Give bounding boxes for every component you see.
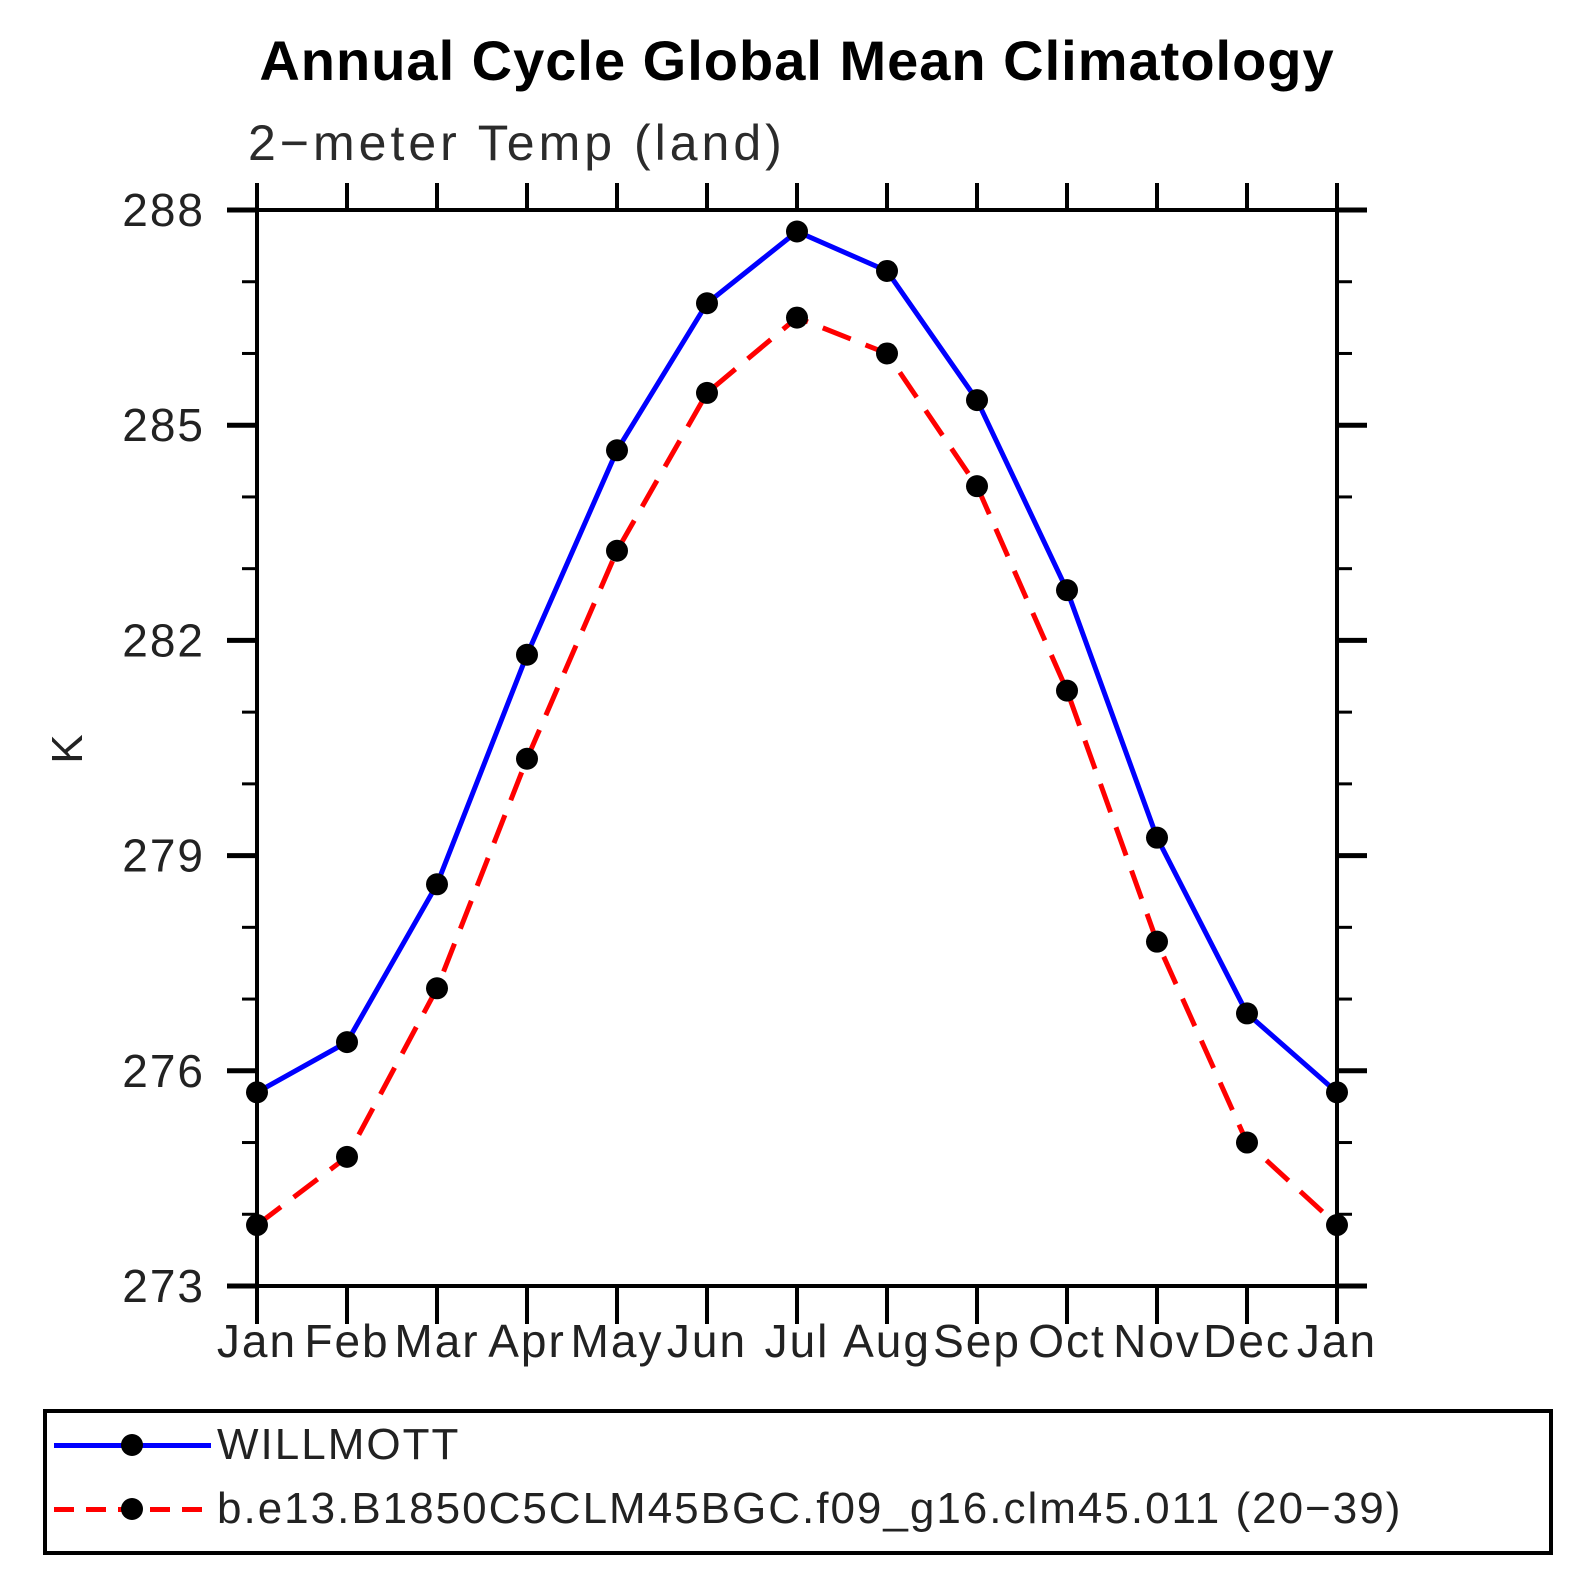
data-point-marker — [516, 747, 538, 770]
x-tick-label: Jan — [1297, 1315, 1377, 1367]
data-point-marker — [966, 475, 988, 498]
data-point-marker — [426, 977, 448, 1000]
data-point-marker — [696, 381, 718, 404]
x-tick-label: Dec — [1203, 1315, 1291, 1367]
legend-item-model: b.e13.B1850C5CLM45BGC.f09_g16.clm45.011 … — [54, 1484, 1402, 1533]
y-tick-label: 282 — [122, 614, 205, 666]
data-point-marker — [606, 439, 628, 462]
data-point-marker — [876, 259, 898, 282]
legend-label: b.e13.B1850C5CLM45BGC.f09_g16.clm45.011 … — [217, 1484, 1403, 1533]
data-point-marker — [876, 342, 898, 365]
data-point-marker — [336, 1145, 358, 1168]
legend: WILLMOTT b.e13.B1850C5CLM45BGC.f09_g16.c… — [43, 1409, 1553, 1555]
data-point-marker — [606, 539, 628, 562]
chart-subtitle: 2−meter Temp (land) — [248, 115, 786, 171]
data-point-marker — [336, 1031, 358, 1054]
series-line-1 — [255, 314, 1339, 1228]
data-point-marker — [246, 1081, 268, 1104]
data-point-marker — [516, 643, 538, 666]
data-point-marker — [786, 220, 808, 243]
series-line-0 — [255, 228, 1339, 1095]
marker-dot-icon — [121, 1498, 143, 1520]
legend-label: WILLMOTT — [217, 1420, 461, 1469]
y-tick-label: 285 — [122, 399, 205, 451]
x-tick-label: Mar — [394, 1315, 479, 1367]
data-point-marker — [786, 306, 808, 329]
x-tick-label: Jun — [667, 1315, 747, 1367]
y-tick-label: 273 — [122, 1260, 205, 1312]
y-axis-label: K — [43, 732, 92, 763]
x-tick-label: Oct — [1028, 1315, 1106, 1367]
data-point-marker — [1056, 579, 1078, 602]
data-point-marker — [1146, 826, 1168, 849]
x-tick-label: Jul — [765, 1315, 830, 1367]
x-tick-label: Apr — [488, 1315, 566, 1367]
y-tick-label: 276 — [122, 1045, 205, 1097]
x-tick-label: Feb — [304, 1315, 389, 1367]
chart-title: Annual Cycle Global Mean Climatology — [259, 29, 1335, 92]
y-tick-label: 279 — [122, 830, 205, 882]
data-point-marker — [1236, 1002, 1258, 1025]
x-tick-label: Aug — [843, 1315, 931, 1367]
data-point-marker — [1236, 1131, 1258, 1154]
data-point-marker — [1326, 1214, 1348, 1237]
data-point-marker — [696, 292, 718, 315]
x-tick-label: May — [571, 1315, 664, 1367]
data-point-marker — [966, 389, 988, 412]
data-point-marker — [1326, 1081, 1348, 1104]
data-point-marker — [246, 1214, 268, 1237]
data-point-marker — [1056, 679, 1078, 702]
legend-line-sample-dashed — [54, 1498, 211, 1520]
x-tick-label: Sep — [933, 1315, 1021, 1367]
legend-line-sample-solid — [54, 1434, 211, 1456]
y-tick-label: 288 — [122, 184, 205, 236]
data-point-marker — [426, 873, 448, 896]
data-point-marker — [1146, 930, 1168, 953]
x-tick-label: Nov — [1113, 1315, 1201, 1367]
plot-frame — [255, 208, 1339, 1288]
marker-dot-icon — [121, 1434, 143, 1456]
x-tick-label: Jan — [217, 1315, 297, 1367]
legend-item-willmott: WILLMOTT — [54, 1420, 460, 1469]
